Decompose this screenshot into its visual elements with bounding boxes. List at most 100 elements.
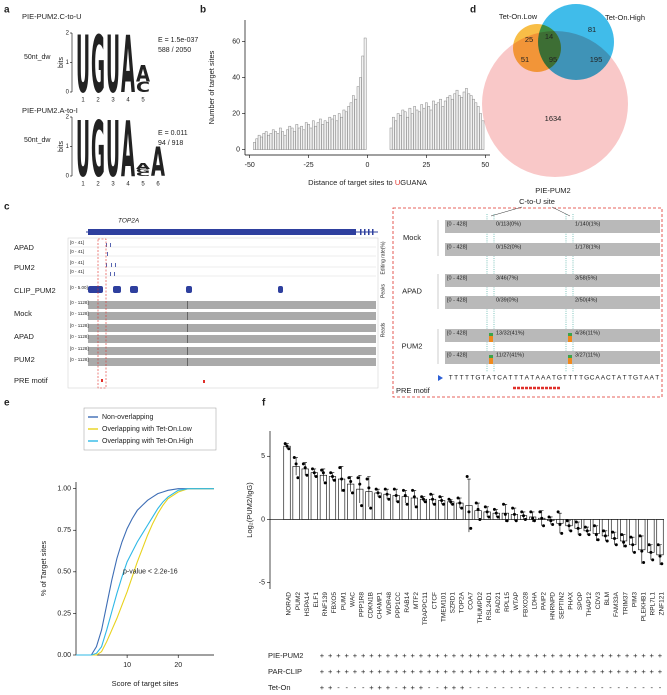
table-mark: - <box>469 683 472 692</box>
y-tick-label: 0 <box>66 174 70 180</box>
replicate-dot <box>532 519 536 523</box>
table-mark: - <box>428 683 431 692</box>
replicate-dot <box>565 519 569 523</box>
bar <box>310 472 318 520</box>
x-tick-label: HNRNPD <box>550 592 557 620</box>
panel-label: c <box>4 202 10 213</box>
table-mark: + <box>485 667 490 676</box>
row-label: PIE-PUM2 <box>268 651 303 660</box>
x-tick-label: PPP1R8 <box>358 592 365 617</box>
base: A <box>487 375 492 382</box>
table-mark: - <box>535 683 538 692</box>
logo-count: 94 / 918 <box>158 140 183 147</box>
replicate-dot <box>349 480 353 484</box>
replicate-dot <box>356 476 360 480</box>
table-mark: - <box>552 683 555 692</box>
base: T <box>509 375 513 382</box>
replicate-dot <box>660 562 664 566</box>
table-mark: + <box>394 667 399 676</box>
table-mark: + <box>378 667 383 676</box>
table-mark: - <box>486 683 489 692</box>
bar <box>443 100 447 150</box>
replicate-dot <box>287 447 291 451</box>
base: T <box>568 375 572 382</box>
y-axis-label: Log₂(PUM2/IgG) <box>245 482 254 538</box>
bar <box>450 98 454 150</box>
mutation <box>568 336 572 342</box>
table-mark: + <box>345 667 350 676</box>
side-label: Peaks <box>380 284 386 298</box>
logo-letter: U <box>76 20 90 111</box>
replicate-dot <box>411 488 415 492</box>
track-label: Mock <box>14 309 32 318</box>
legend-label: Non-overlapping <box>102 414 153 421</box>
row-fraction: 13/32(41%) <box>496 330 525 336</box>
replicate-dot <box>338 466 342 470</box>
table-mark: + <box>608 651 613 660</box>
table-mark: + <box>542 667 547 676</box>
track-label: APAD <box>14 332 34 341</box>
position-label: 2 <box>96 98 100 104</box>
x-tick-label: 0 <box>366 162 370 169</box>
edit-tick <box>111 263 112 267</box>
venn-count: 81 <box>588 25 596 34</box>
table-mark: + <box>402 683 407 692</box>
logo-letter: A <box>121 106 135 196</box>
x-tick-label: TRIM37 <box>622 592 629 616</box>
replicate-dot <box>611 530 615 534</box>
replicate-dot <box>301 462 305 466</box>
group-label: APAD <box>402 286 422 295</box>
bar <box>283 445 291 520</box>
table-mark: + <box>435 667 440 676</box>
mutation <box>489 355 493 358</box>
bar <box>333 115 336 150</box>
coverage-mark <box>187 347 188 355</box>
base: A <box>595 375 600 382</box>
replicate-dot <box>512 512 516 516</box>
replicate-dot <box>549 519 553 523</box>
x-axis-label: Distance of target sites to UGUANA <box>308 178 427 187</box>
x-tick-label: CTCF <box>431 592 438 609</box>
replicate-dot <box>369 506 373 510</box>
row-range: [0 - 428] <box>447 221 468 227</box>
zoom-box <box>392 207 663 398</box>
bar <box>302 129 306 150</box>
logo-letter: U <box>106 20 120 111</box>
x-tick-label: PUM1 <box>340 592 347 610</box>
replicate-dot <box>558 523 562 527</box>
bar <box>436 102 440 150</box>
replicate-dot <box>613 536 617 540</box>
table-mark: + <box>386 667 391 676</box>
base: T <box>530 375 534 382</box>
row-fraction: 1/178(1%) <box>575 244 601 250</box>
replicate-dot <box>574 520 578 524</box>
table-mark: + <box>584 667 589 676</box>
x-tick-label: TOP2A <box>459 591 466 613</box>
replicate-dot <box>414 505 418 509</box>
exon <box>360 229 362 235</box>
table-mark: - <box>634 683 637 692</box>
table-mark: + <box>443 667 448 676</box>
logo-letter: A <box>121 20 135 111</box>
replicate-dot <box>503 512 507 516</box>
x-tick-label: 20 <box>174 662 182 669</box>
x-tick-label: CDKN1B <box>368 592 375 618</box>
x-tick-label: FAM33A <box>613 591 620 617</box>
coverage-mark <box>187 324 188 332</box>
table-mark: + <box>427 667 432 676</box>
table-mark: - <box>560 683 563 692</box>
base: C <box>606 375 611 382</box>
bar <box>472 98 475 150</box>
replicate-dot <box>614 543 618 547</box>
replicate-dot <box>538 510 542 514</box>
replicate-dot <box>474 501 478 505</box>
table-mark: + <box>468 667 473 676</box>
replicate-dot <box>520 510 524 514</box>
table-mark: + <box>617 667 622 676</box>
track-range: [0 - 41] <box>70 260 84 265</box>
table-mark: + <box>518 651 523 660</box>
table-mark: + <box>650 667 655 676</box>
table-mark: - <box>642 683 645 692</box>
bar <box>304 122 308 150</box>
replicate-dot <box>332 478 336 482</box>
